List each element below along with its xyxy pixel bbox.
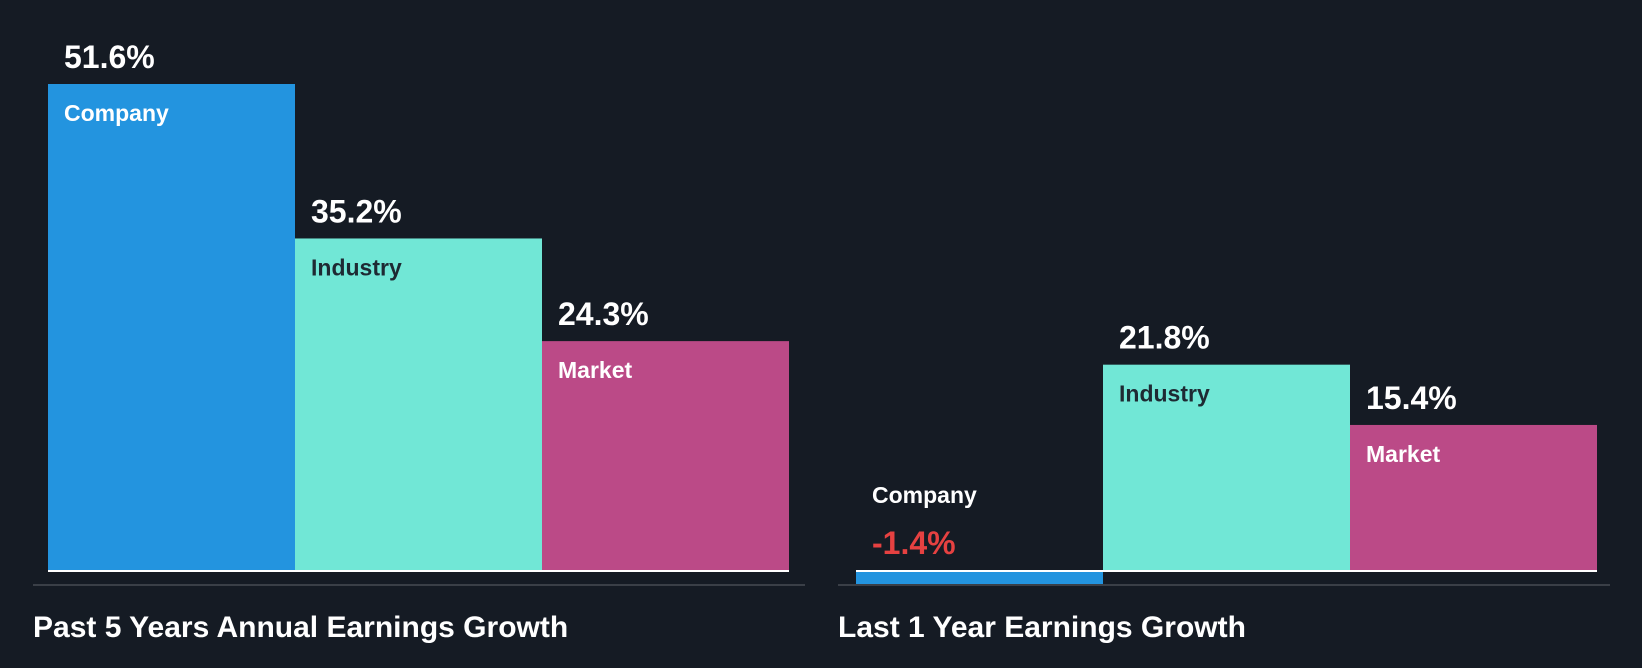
chart-title: Last 1 Year Earnings Growth — [838, 611, 1246, 644]
bar-market — [1350, 424, 1597, 570]
bar-industry — [1103, 364, 1350, 570]
last-1-year-chart: -1.4% Company 21.8% Industry 15.4% Market Last… — [838, 320, 1610, 644]
value-label-company: 51.6% — [64, 39, 155, 75]
past-5-years-chart: 51.6% Company 35.2% Industry 24.3% Market Past… — [33, 39, 805, 644]
category-label-industry: Industry — [311, 254, 402, 280]
bar-industry — [295, 238, 542, 570]
category-label-market: Market — [558, 357, 632, 383]
bar-company — [856, 570, 1103, 585]
category-label-company: Company — [64, 100, 169, 126]
category-label-market: Market — [1366, 441, 1440, 467]
value-label-market: 24.3% — [558, 296, 649, 332]
value-label-industry: 35.2% — [311, 193, 402, 229]
category-label-company: Company — [872, 482, 977, 508]
bar-market — [542, 341, 789, 570]
bar-company — [48, 84, 295, 570]
value-label-company: -1.4% — [872, 525, 956, 561]
chart-title: Past 5 Years Annual Earnings Growth — [33, 611, 568, 644]
category-label-industry: Industry — [1119, 381, 1210, 407]
value-label-market: 15.4% — [1366, 380, 1457, 416]
value-label-industry: 21.8% — [1119, 320, 1210, 356]
